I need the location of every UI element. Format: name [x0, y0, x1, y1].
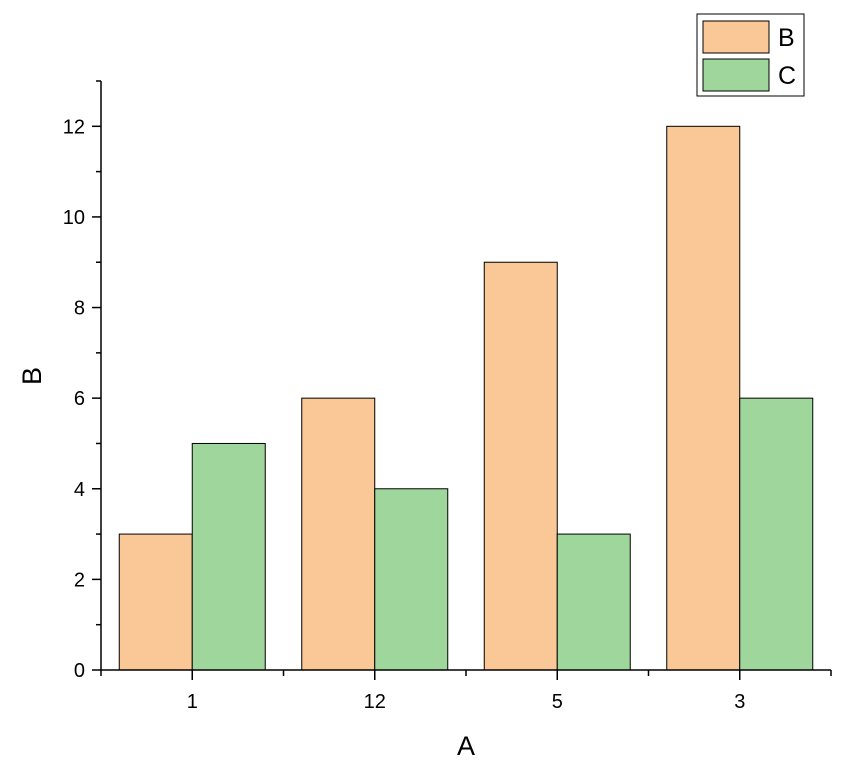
x-axis-title: A	[457, 731, 475, 761]
legend-label-C: C	[778, 62, 796, 90]
bar-B-1	[118, 533, 193, 671]
legend-swatch-C	[702, 58, 770, 92]
legend: BC	[696, 13, 805, 97]
bar-C-12	[374, 488, 449, 671]
bar-B-5	[483, 261, 558, 671]
x-tick-label: 12	[364, 691, 386, 713]
bar-B-12	[301, 397, 376, 671]
y-tick-label: 6	[74, 388, 85, 410]
y-tick-label: 12	[63, 116, 85, 138]
bar-C-1	[191, 442, 266, 671]
legend-swatch-B	[702, 20, 770, 54]
axes-layer: 0 2 4 6 8 10 12 1 12 5 3	[63, 80, 832, 713]
y-tick-label: 8	[74, 298, 85, 320]
bar-C-3	[739, 397, 814, 671]
bars-layer	[118, 125, 814, 671]
x-tick-label: 3	[734, 691, 745, 713]
x-tick-label: 5	[552, 691, 563, 713]
x-tick-label: 1	[187, 691, 198, 713]
bar-B-3	[666, 125, 741, 671]
y-axis-title: B	[17, 367, 47, 385]
y-tick-label: 0	[74, 660, 85, 682]
y-tick-label: 2	[74, 569, 85, 591]
y-tick-label: 10	[63, 207, 85, 229]
legend-label-B: B	[778, 24, 795, 52]
y-tick-label: 4	[74, 479, 85, 501]
bar-C-5	[556, 533, 631, 671]
